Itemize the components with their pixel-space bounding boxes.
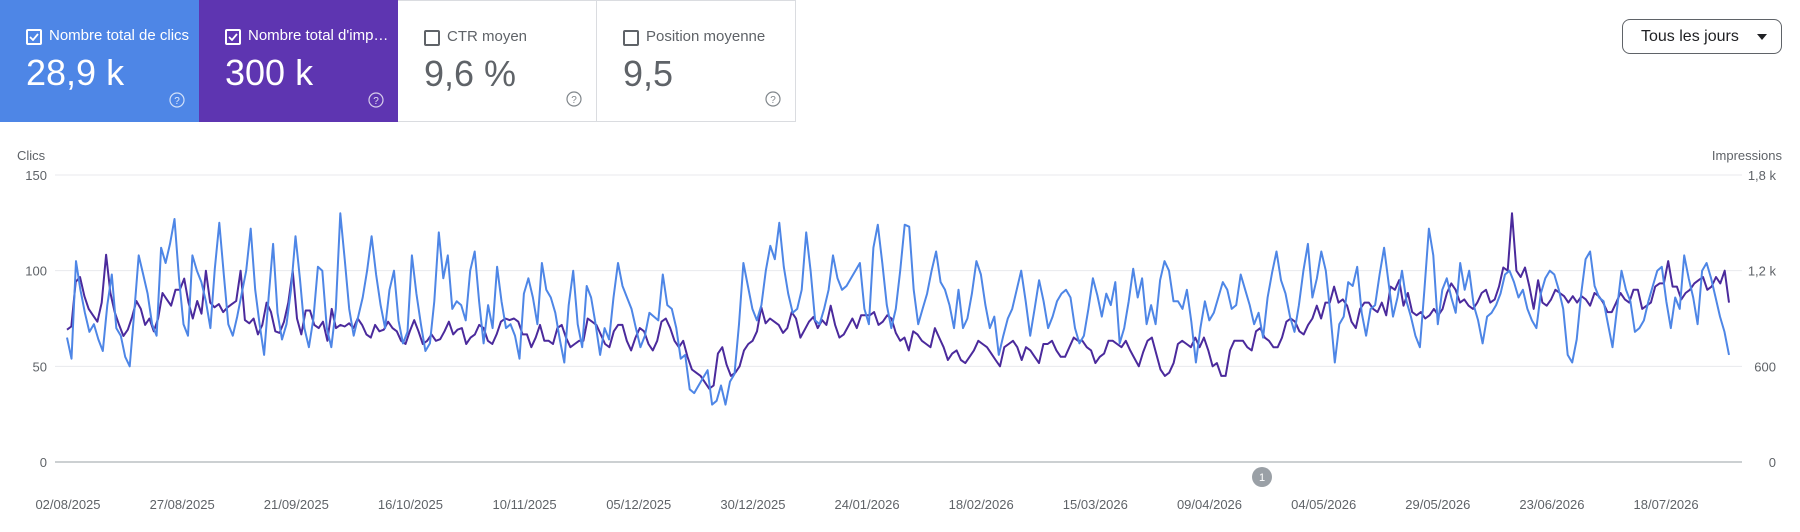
x-axis-tick: 18/07/2026 bbox=[1634, 497, 1699, 512]
x-axis-tick: 30/12/2025 bbox=[720, 497, 785, 512]
help-icon[interactable]: ? bbox=[169, 92, 185, 108]
left-axis-tick: 0 bbox=[40, 455, 47, 470]
x-axis-tick: 04/05/2026 bbox=[1291, 497, 1356, 512]
annotation-marker bbox=[1252, 467, 1272, 487]
left-axis-title: Clics bbox=[17, 148, 46, 163]
svg-text:?: ? bbox=[571, 95, 577, 106]
metric-card-position[interactable]: Position moyenne 9,5 ? bbox=[597, 0, 796, 122]
metric-card-impressions[interactable]: Nombre total d'impressions 300 k ? bbox=[199, 0, 398, 122]
help-icon[interactable]: ? bbox=[765, 91, 781, 107]
x-axis-tick: 15/03/2026 bbox=[1063, 497, 1128, 512]
right-axis-title: Impressions bbox=[1711, 148, 1782, 163]
metric-card-clics[interactable]: Nombre total de clics 28,9 k ? bbox=[0, 0, 199, 122]
x-axis-tick: 21/09/2025 bbox=[264, 497, 329, 512]
x-axis-tick: 16/10/2025 bbox=[378, 497, 443, 512]
right-axis-tick: 1,8 k bbox=[1748, 168, 1777, 183]
x-axis-tick: 24/01/2026 bbox=[835, 497, 900, 512]
metric-cards: Nombre total de clics 28,9 k ? Nombre to… bbox=[0, 0, 796, 122]
series-line bbox=[66, 212, 1730, 390]
metric-value: 28,9 k bbox=[26, 52, 125, 93]
right-axis-tick: 600 bbox=[1754, 359, 1776, 374]
svg-text:?: ? bbox=[373, 96, 379, 107]
x-axis-tick: 18/02/2026 bbox=[949, 497, 1014, 512]
checkbox-checked-icon[interactable] bbox=[26, 29, 42, 45]
x-axis-tick: 02/08/2025 bbox=[35, 497, 100, 512]
right-axis-tick: 1,2 k bbox=[1748, 264, 1777, 279]
checkbox-unchecked-icon[interactable] bbox=[623, 30, 639, 46]
metric-value: 9,6 % bbox=[424, 53, 517, 94]
left-axis-tick: 100 bbox=[25, 264, 47, 279]
x-axis-tick: 23/06/2026 bbox=[1519, 497, 1584, 512]
checkbox-checked-icon[interactable] bbox=[225, 29, 241, 45]
series-line bbox=[66, 212, 1730, 406]
x-axis-tick: 27/08/2025 bbox=[150, 497, 215, 512]
help-icon[interactable]: ? bbox=[368, 92, 384, 108]
period-dropdown-label: Tous les jours bbox=[1641, 28, 1739, 45]
left-axis-tick: 150 bbox=[25, 168, 47, 183]
metric-value: 9,5 bbox=[623, 53, 674, 94]
x-axis-tick: 09/04/2026 bbox=[1177, 497, 1242, 512]
checkbox-unchecked-icon[interactable] bbox=[424, 30, 440, 46]
svg-text:?: ? bbox=[770, 95, 776, 106]
x-axis-tick: 29/05/2026 bbox=[1405, 497, 1470, 512]
svg-text:?: ? bbox=[174, 96, 180, 107]
annotation-marker-label: 1 bbox=[1259, 472, 1265, 484]
x-axis-tick: 05/12/2025 bbox=[606, 497, 671, 512]
right-axis-tick: 0 bbox=[1769, 455, 1776, 470]
period-dropdown[interactable]: Tous les jours bbox=[1622, 19, 1782, 54]
help-icon[interactable]: ? bbox=[566, 91, 582, 107]
metric-value: 300 k bbox=[225, 52, 314, 93]
caret-down-icon bbox=[1757, 34, 1767, 40]
metric-card-ctr[interactable]: CTR moyen 9,6 % ? bbox=[398, 0, 597, 122]
left-axis-tick: 50 bbox=[33, 359, 47, 374]
x-axis-tick: 10/11/2025 bbox=[493, 497, 557, 512]
